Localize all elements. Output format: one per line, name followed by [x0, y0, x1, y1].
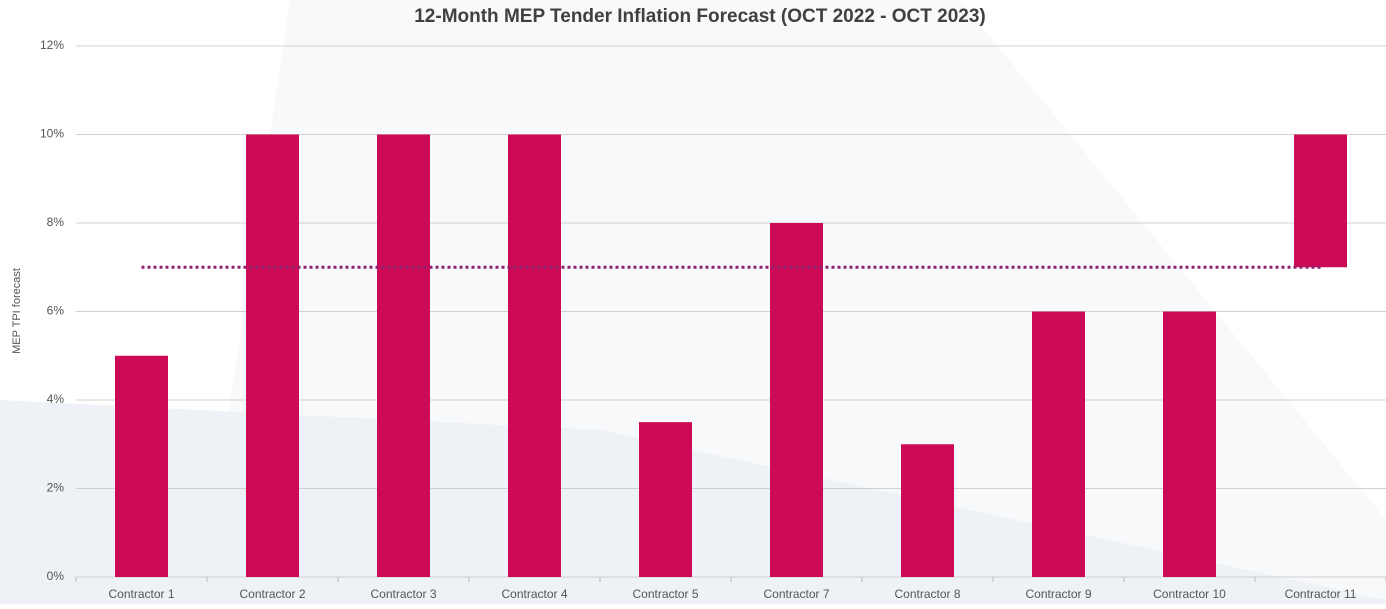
- bar: [246, 134, 299, 577]
- bar: [1163, 311, 1216, 577]
- bar: [1294, 134, 1347, 268]
- chart-title: 12-Month MEP Tender Inflation Forecast (…: [414, 6, 986, 27]
- y-tick-label: 6%: [47, 304, 65, 318]
- x-tick-label: Contractor 9: [1025, 587, 1091, 601]
- x-tick-label: Contractor 8: [894, 587, 960, 601]
- x-tick-label: Contractor 5: [632, 587, 698, 601]
- y-axis-label: MEP TPI forecast: [11, 268, 23, 354]
- y-tick-label: 10%: [40, 127, 64, 141]
- bar: [115, 355, 168, 577]
- y-tick-label: 2%: [47, 481, 65, 495]
- bar: [770, 223, 823, 577]
- x-tick-label: Contractor 2: [239, 587, 305, 601]
- x-tick-label: Contractor 11: [1285, 587, 1357, 601]
- x-tick-label: Contractor 1: [108, 587, 174, 601]
- bar: [377, 134, 430, 577]
- bar: [901, 444, 954, 577]
- bar: [639, 422, 692, 577]
- bar: [508, 134, 561, 577]
- y-tick-label: 12%: [40, 38, 64, 52]
- y-tick-label: 0%: [47, 569, 65, 583]
- x-tick-label: Contractor 3: [370, 587, 436, 601]
- y-tick-label: 8%: [47, 215, 65, 229]
- y-tick-label: 4%: [47, 392, 65, 406]
- x-tick-label: Contractor 10: [1153, 587, 1226, 601]
- bar: [1032, 311, 1085, 577]
- x-tick-label: Contractor 4: [501, 587, 567, 601]
- x-tick-label: Contractor 7: [763, 587, 829, 601]
